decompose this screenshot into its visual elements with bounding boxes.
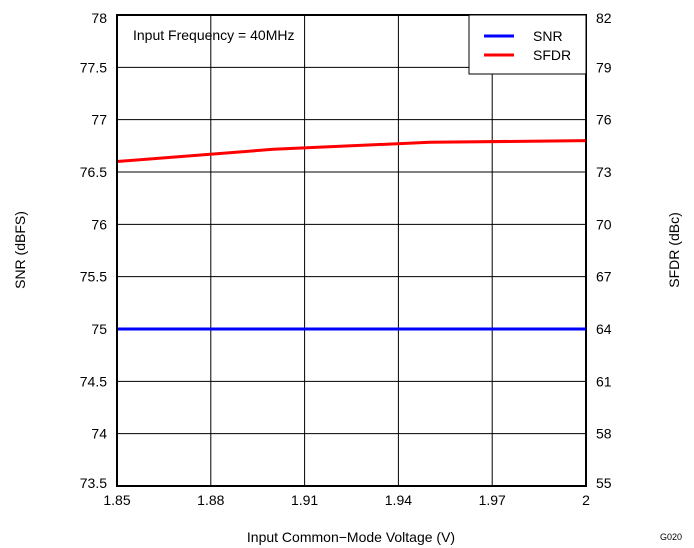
series-lines xyxy=(116,139,587,331)
figure-id: G020 xyxy=(660,532,682,542)
y-right-tick-label: 55 xyxy=(596,475,612,491)
grid-lines xyxy=(117,15,586,486)
y-left-tick-label: 76.5 xyxy=(80,164,107,180)
y-right-tick-label: 70 xyxy=(596,216,612,232)
y-right-tick-label: 79 xyxy=(596,59,612,75)
y-left-tick-label: 74 xyxy=(91,426,107,442)
y-right-tick-label: 67 xyxy=(596,269,612,285)
series-line-sfdr xyxy=(116,139,587,163)
y-left-tick-label: 73.5 xyxy=(80,475,107,491)
x-tick-label: 2 xyxy=(582,492,590,508)
x-tick-label: 1.97 xyxy=(479,492,506,508)
annotation: Input Frequency = 40MHz xyxy=(133,27,294,43)
x-tick-label: 1.91 xyxy=(291,492,318,508)
x-axis-title: Input Common−Mode Voltage (V) xyxy=(247,529,455,545)
y-right-tick-label: 58 xyxy=(596,426,612,442)
legend: SNR SFDR xyxy=(468,14,587,75)
legend-label-sfdr: SFDR xyxy=(533,47,571,63)
x-tick-label: 1.88 xyxy=(197,492,224,508)
x-tick-label: 1.85 xyxy=(103,492,130,508)
y-axis-left-title: SNR (dBFS) xyxy=(12,211,28,289)
y-left-tick-label: 74.5 xyxy=(80,373,107,389)
y-left-tick-label: 77 xyxy=(91,112,107,128)
y-right-tick-label: 64 xyxy=(596,321,612,337)
plot-frame xyxy=(116,14,587,487)
y-right-tick-label: 61 xyxy=(596,373,612,389)
y-axis-right-title: SFDR (dBc) xyxy=(666,212,682,287)
legend-label-snr: SNR xyxy=(533,28,563,44)
y-right-tick-label: 73 xyxy=(596,164,612,180)
y-left-tick-label: 78 xyxy=(91,10,107,26)
y-left-tick-label: 75.5 xyxy=(80,269,107,285)
y-left-tick-label: 75 xyxy=(91,321,107,337)
tick-labels: 1.85 1.88 1.91 1.94 1.97 2 78 77.5 77 76.5 76 75.5 7… xyxy=(80,10,612,508)
y-right-tick-label: 82 xyxy=(596,10,612,26)
y-left-tick-label: 77.5 xyxy=(80,59,107,75)
x-tick-label: 1.94 xyxy=(385,492,412,508)
legend-box xyxy=(468,14,587,75)
y-left-tick-label: 76 xyxy=(91,216,107,232)
y-right-tick-label: 76 xyxy=(596,112,612,128)
